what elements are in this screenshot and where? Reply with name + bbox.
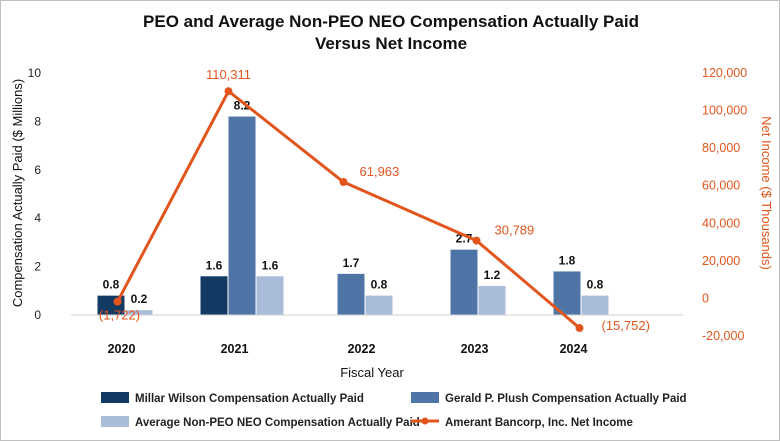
net-income-point-2023 bbox=[472, 236, 481, 245]
bar-label-gerald-p-2024: 1.8 bbox=[559, 253, 576, 267]
left-axis-ticks: 0 2 4 6 8 10 bbox=[28, 66, 42, 322]
category-label-2020: 2020 bbox=[108, 342, 136, 356]
net-income-line-layer bbox=[113, 87, 584, 333]
category-label-2022: 2022 bbox=[348, 342, 376, 356]
legend-label-millar-wilson: Millar Wilson Compensation Actually Paid bbox=[135, 393, 364, 405]
y2-tick-label-100-000: 100,000 bbox=[702, 104, 747, 118]
y2-tick-label-120-000: 120,000 bbox=[702, 66, 747, 80]
chart-title-line-2: Versus Net Income bbox=[315, 34, 467, 53]
legend-swatch-gerald-plush bbox=[411, 392, 439, 403]
bar-label-millar-wilson-2021: 1.6 bbox=[206, 258, 223, 272]
y2-tick-label-0: 0 bbox=[702, 291, 709, 305]
bar-label-gerald-p-2021: 8.2 bbox=[234, 99, 251, 113]
net-income-point-2024 bbox=[575, 324, 584, 333]
legend-label-non-peo-neo: Average Non-PEO NEO Compensation Actuall… bbox=[135, 417, 420, 429]
y-tick-label-8: 8 bbox=[34, 114, 41, 128]
net-income-label-2022: 61,963 bbox=[360, 164, 400, 179]
bar-average-non-peo-2024 bbox=[581, 295, 609, 315]
y2-axis-title: Net Income ($ Thousands) bbox=[759, 116, 774, 270]
bar-average-non-peo-2023 bbox=[478, 285, 506, 315]
x-axis-title: Fiscal Year bbox=[340, 365, 404, 380]
right-axis-ticks: -20,000 0 20,000 40,000 60,000 80,000 100,000 1… bbox=[702, 66, 747, 343]
bar-labels: 0.8 0.2 1.6 8.2 1.6 1.7 0.8 2.7 1.2 1.8 0.8 bbox=[103, 99, 604, 307]
bar-gerald-p-2021 bbox=[228, 116, 256, 315]
bar-gerald-p-2023 bbox=[450, 249, 478, 315]
net-income-label-2020: (1,722) bbox=[99, 308, 140, 323]
net-income-point-2021 bbox=[224, 87, 233, 96]
bar-average-non-peo-2021 bbox=[256, 276, 284, 315]
category-labels: 2020 2021 2022 2023 2024 bbox=[108, 342, 588, 356]
y2-tick-label-20-000: -20,000 bbox=[702, 329, 744, 343]
bar-label-gerald-p-2023: 2.7 bbox=[456, 232, 473, 246]
bar-label-average-non-peo-2024: 0.8 bbox=[587, 278, 604, 292]
y-tick-label-0: 0 bbox=[34, 308, 41, 322]
bar-average-non-peo-2022 bbox=[365, 295, 393, 315]
category-label-2024: 2024 bbox=[560, 342, 588, 356]
bar-gerald-p-2024 bbox=[553, 271, 581, 315]
y2-tick-label-40-000: 40,000 bbox=[702, 216, 740, 230]
legend-label-gerald-plush: Gerald P. Plush Compensation Actually Pa… bbox=[445, 393, 687, 405]
net-income-label-2024: (15,752) bbox=[602, 318, 650, 333]
legend-swatch-net-income-marker bbox=[421, 417, 429, 425]
net-income-labels: (1,722) 110,311 61,963 30,789 (15,752) bbox=[99, 67, 650, 333]
category-label-2021: 2021 bbox=[221, 342, 249, 356]
y-tick-label-2: 2 bbox=[34, 260, 41, 274]
bar-label-millar-wilson-2020: 0.8 bbox=[103, 278, 120, 292]
net-income-label-2023: 30,789 bbox=[495, 223, 535, 238]
net-income-point-2020 bbox=[113, 297, 122, 306]
y2-tick-label-80-000: 80,000 bbox=[702, 141, 740, 155]
category-label-2023: 2023 bbox=[461, 342, 489, 356]
legend-swatch-non-peo-neo bbox=[101, 416, 129, 427]
y2-tick-label-20-000: 20,000 bbox=[702, 254, 740, 268]
bar-label-average-non-peo-2022: 0.8 bbox=[371, 278, 388, 292]
y-tick-label-6: 6 bbox=[34, 163, 41, 177]
bar-average-non-peo-2020 bbox=[125, 310, 153, 315]
chart-title-line-1: PEO and Average Non-PEO NEO Compensation… bbox=[143, 12, 639, 31]
bar-millar-wilson-2021 bbox=[200, 276, 228, 315]
bar-label-gerald-p-2022: 1.7 bbox=[343, 256, 360, 270]
y-tick-label-10: 10 bbox=[28, 66, 42, 80]
bar-label-average-non-peo-2021: 1.6 bbox=[262, 258, 279, 272]
net-income-point-2022 bbox=[339, 178, 348, 187]
legend-label-net-income: Amerant Bancorp, Inc. Net Income bbox=[445, 417, 633, 429]
bars bbox=[97, 116, 609, 315]
bar-label-average-non-peo-2023: 1.2 bbox=[484, 268, 501, 282]
net-income-label-2021: 110,311 bbox=[206, 67, 251, 82]
legend-swatch-millar-wilson bbox=[101, 392, 129, 403]
y-tick-label-4: 4 bbox=[34, 211, 41, 225]
y-axis-title: Compensation Actually Paid ($ Millions) bbox=[10, 79, 25, 307]
bar-gerald-p-2022 bbox=[337, 273, 365, 315]
legend: Millar Wilson Compensation Actually Paid… bbox=[101, 392, 687, 429]
bar-label-average-non-peo-2020: 0.2 bbox=[131, 292, 148, 306]
y2-tick-label-60-000: 60,000 bbox=[702, 179, 740, 193]
